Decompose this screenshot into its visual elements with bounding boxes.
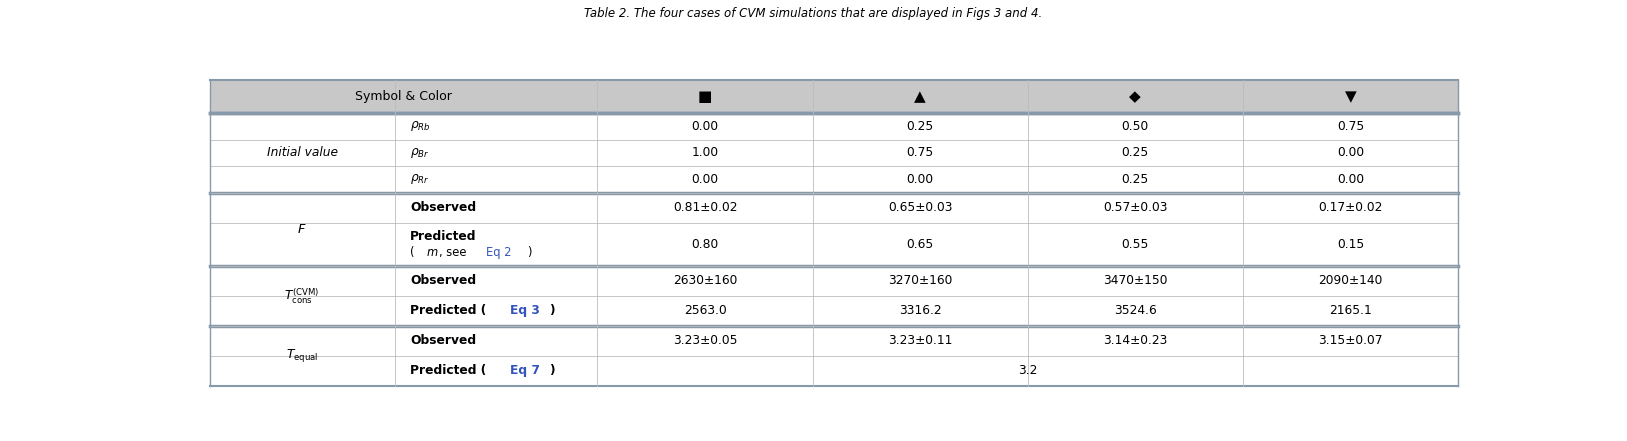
Text: (: (	[410, 246, 415, 259]
Text: 0.25: 0.25	[906, 120, 934, 133]
Text: 0.65±0.03: 0.65±0.03	[888, 201, 952, 214]
Text: 3470±150: 3470±150	[1103, 274, 1168, 288]
Text: ): )	[548, 304, 555, 318]
Bar	[210, 326, 1458, 356]
Text: 1.00: 1.00	[691, 146, 719, 160]
Bar	[210, 266, 1458, 296]
Text: 0.57±0.03: 0.57±0.03	[1103, 201, 1168, 214]
Text: 3316.2: 3316.2	[898, 304, 942, 318]
Text: 0.00: 0.00	[691, 120, 719, 133]
Text: 0.00: 0.00	[691, 173, 719, 186]
Text: ■: ■	[698, 89, 713, 104]
Bar	[210, 296, 1458, 326]
Text: ▲: ▲	[914, 89, 926, 104]
Text: Symbol & Color: Symbol & Color	[355, 90, 452, 103]
Text: Table 2. The four cases of CVM simulations that are displayed in Figs 3 and 4.: Table 2. The four cases of CVM simulatio…	[584, 7, 1043, 19]
Text: , see: , see	[439, 246, 467, 259]
Bar	[210, 223, 1458, 266]
Text: Eq 3: Eq 3	[509, 304, 540, 318]
Text: 0.00: 0.00	[906, 173, 934, 186]
Bar	[210, 140, 1458, 166]
Text: 2090±140: 2090±140	[1318, 274, 1383, 288]
Text: 0.25: 0.25	[1121, 173, 1149, 186]
Text: ▼: ▼	[1344, 89, 1357, 104]
Bar	[210, 80, 1458, 113]
Text: 0.80: 0.80	[691, 238, 719, 251]
Text: 0.75: 0.75	[906, 146, 934, 160]
Text: 2563.0: 2563.0	[683, 304, 726, 318]
Text: ): )	[548, 364, 555, 377]
Bar	[210, 356, 1458, 386]
Text: 0.50: 0.50	[1121, 120, 1149, 133]
Text: m: m	[426, 246, 438, 259]
Text: 0.17±0.02: 0.17±0.02	[1318, 201, 1383, 214]
Text: $T_{\mathrm{equal}}$: $T_{\mathrm{equal}}$	[286, 347, 319, 364]
Text: 0.81±0.02: 0.81±0.02	[672, 201, 737, 214]
Text: 0.00: 0.00	[1337, 146, 1363, 160]
Text: $T_{\mathrm{cons}}^{\mathrm{(CVM)}}$: $T_{\mathrm{cons}}^{\mathrm{(CVM)}}$	[285, 286, 321, 306]
Text: Observed: Observed	[410, 334, 477, 348]
Text: 0.25: 0.25	[1121, 146, 1149, 160]
Text: 3.14±0.23: 3.14±0.23	[1103, 334, 1168, 348]
Text: 0.65: 0.65	[906, 238, 934, 251]
Text: 3270±160: 3270±160	[888, 274, 952, 288]
Text: Predicted (: Predicted (	[410, 364, 486, 377]
Text: Initial value: Initial value	[267, 146, 338, 160]
Bar	[210, 193, 1458, 223]
Text: $\rho_{\mathit{Rb}}$: $\rho_{\mathit{Rb}}$	[410, 120, 431, 133]
Text: Predicted: Predicted	[410, 230, 477, 243]
Text: ): )	[527, 246, 532, 259]
Text: Predicted (: Predicted (	[410, 304, 486, 318]
Text: Eq 7: Eq 7	[509, 364, 540, 377]
Bar	[210, 166, 1458, 193]
Text: $\rho_{\mathit{Rr}}$: $\rho_{\mathit{Rr}}$	[410, 172, 430, 187]
Text: $\rho_{\mathit{Br}}$: $\rho_{\mathit{Br}}$	[410, 146, 430, 160]
Text: 0.55: 0.55	[1121, 238, 1149, 251]
Text: 3.23±0.05: 3.23±0.05	[672, 334, 737, 348]
Text: 0.15: 0.15	[1337, 238, 1363, 251]
Text: 0.75: 0.75	[1337, 120, 1363, 133]
Bar	[210, 113, 1458, 140]
Text: 3524.6: 3524.6	[1114, 304, 1157, 318]
Text: $\mathit{F}$: $\mathit{F}$	[298, 223, 308, 236]
Text: 0.00: 0.00	[1337, 173, 1363, 186]
Text: Eq 2: Eq 2	[485, 246, 511, 259]
Text: Observed: Observed	[410, 274, 477, 288]
Text: Observed: Observed	[410, 201, 477, 214]
Text: 3.23±0.11: 3.23±0.11	[888, 334, 952, 348]
Text: ◆: ◆	[1129, 89, 1141, 104]
Text: 2165.1: 2165.1	[1329, 304, 1372, 318]
Text: 3.2: 3.2	[1019, 364, 1038, 377]
Text: 2630±160: 2630±160	[674, 274, 737, 288]
Text: 3.15±0.07: 3.15±0.07	[1318, 334, 1383, 348]
